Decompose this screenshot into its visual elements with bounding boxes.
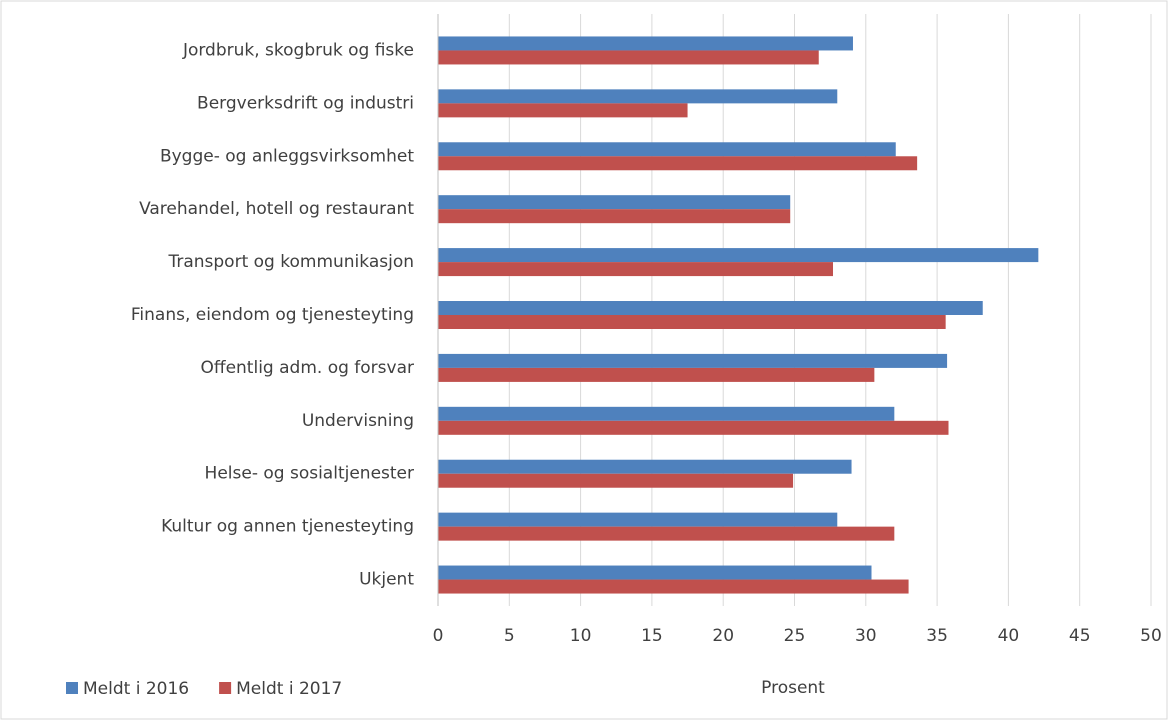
bar [438,195,791,210]
x-axis-label: Prosent [761,678,825,698]
legend-swatch [66,682,78,694]
y-tick-label: Bergverksdrift og industri [197,93,414,113]
bar [438,142,896,157]
bar [438,473,794,488]
x-tick-label: 50 [1140,626,1162,646]
bar [438,156,918,171]
x-tick-label: 45 [1069,626,1091,646]
y-tick-label: Jordbruk, skogbruk og fiske [182,40,414,60]
bar [438,103,688,118]
x-tick-label: 25 [784,626,806,646]
x-tick-label: 0 [433,626,444,646]
bar [438,367,875,382]
legend-swatch [219,682,232,694]
bar [438,459,852,474]
y-tick-label: Bygge- og anleggsvirksomhet [160,146,414,166]
bar [438,315,946,329]
y-tick-label: Helse- og sosialtjenester [205,464,414,484]
y-tick-label: Finans, eiendom og tjenesteyting [131,305,414,325]
bar [438,248,1039,263]
x-tick-label: 40 [998,626,1020,646]
bar [438,420,949,435]
x-tick-label: 10 [570,626,592,646]
bar [438,526,895,541]
bar [438,512,838,527]
legend-label: Meldt i 2016 [83,679,189,699]
legend-label: Meldt i 2017 [236,679,342,699]
bar [438,565,872,580]
x-tick-label: 35 [926,626,948,646]
bar [438,262,834,277]
y-tick-label: Undervisning [302,411,414,431]
x-tick-label: 30 [855,626,877,646]
bar [438,50,819,65]
y-tick-label: Offentlig adm. og forsvar [200,358,414,378]
x-tick-label: 15 [641,626,663,646]
bar [438,209,791,224]
y-tick-label: Transport og kommunikasjon [167,252,414,272]
bar [438,406,895,421]
y-tick-label: Ukjent [359,570,414,590]
bar [438,353,948,368]
x-tick-label: 5 [504,626,515,646]
bar [438,579,909,594]
y-tick-label: Kultur og annen tjenesteyting [161,517,414,537]
bar [438,301,983,315]
bar [438,89,838,104]
bar [438,36,853,51]
x-tick-label: 20 [712,626,734,646]
y-tick-label: Varehandel, hotell og restaurant [139,199,414,219]
